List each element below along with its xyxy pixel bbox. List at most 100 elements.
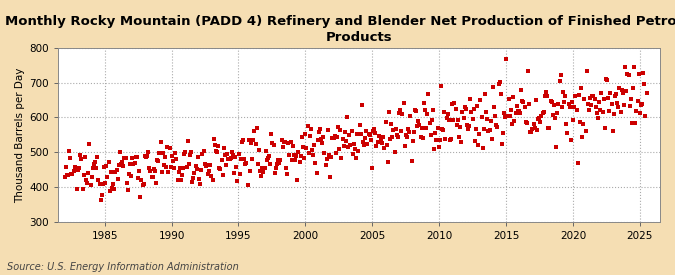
Point	[151, 181, 161, 186]
Point	[142, 153, 153, 158]
Point	[80, 178, 91, 183]
Point	[363, 132, 374, 137]
Point	[256, 174, 267, 178]
Point	[637, 102, 647, 106]
Point	[507, 121, 518, 126]
Point	[249, 128, 260, 133]
Point	[157, 150, 168, 155]
Point	[571, 108, 582, 112]
Point	[298, 144, 308, 149]
Point	[448, 118, 459, 122]
Point	[500, 114, 511, 119]
Point	[595, 108, 605, 112]
Point	[604, 109, 615, 113]
Point	[632, 98, 643, 103]
Point	[494, 79, 505, 84]
Point	[187, 180, 198, 184]
Point	[402, 135, 412, 139]
Point	[207, 178, 218, 182]
Point	[63, 148, 74, 153]
Point	[511, 104, 522, 108]
Point	[236, 139, 247, 144]
Point	[254, 169, 265, 173]
Point	[254, 148, 265, 152]
Point	[132, 176, 143, 180]
Point	[438, 128, 449, 132]
Point	[371, 144, 382, 148]
Point	[78, 172, 89, 177]
Point	[593, 116, 603, 120]
Point	[264, 154, 275, 158]
Point	[342, 115, 352, 119]
Y-axis label: Thousand Barrels per Day: Thousand Barrels per Day	[15, 67, 25, 202]
Point	[88, 162, 99, 166]
Point	[614, 86, 625, 90]
Point	[267, 141, 278, 145]
Point	[212, 150, 223, 154]
Point	[467, 117, 478, 121]
Point	[492, 125, 503, 129]
Point	[608, 129, 618, 133]
Point	[584, 108, 595, 112]
Point	[333, 147, 344, 151]
Point	[466, 109, 477, 114]
Point	[126, 174, 136, 178]
Point	[315, 126, 325, 131]
Point	[360, 136, 371, 140]
Point	[59, 175, 70, 179]
Point	[189, 170, 200, 175]
Point	[620, 65, 630, 70]
Point	[277, 144, 288, 149]
Point	[240, 162, 250, 166]
Point	[585, 95, 595, 100]
Point	[379, 145, 389, 150]
Point	[345, 143, 356, 147]
Point	[458, 116, 469, 120]
Point	[87, 166, 98, 170]
Point	[577, 134, 588, 139]
Point	[140, 155, 151, 160]
Point	[522, 69, 533, 73]
Point	[634, 111, 645, 115]
Point	[108, 182, 119, 186]
Point	[204, 169, 215, 174]
Point	[144, 166, 155, 170]
Point	[613, 105, 624, 109]
Point	[440, 137, 451, 141]
Point	[196, 168, 207, 173]
Point	[353, 149, 364, 154]
Point	[265, 161, 275, 166]
Point	[633, 72, 644, 76]
Point	[184, 153, 195, 157]
Point	[415, 135, 426, 139]
Point	[202, 172, 213, 176]
Point	[422, 112, 433, 116]
Point	[568, 118, 578, 122]
Point	[229, 171, 240, 175]
Point	[380, 119, 391, 124]
Point	[241, 161, 252, 165]
Point	[393, 134, 404, 139]
Point	[167, 154, 178, 158]
Point	[127, 155, 138, 160]
Point	[67, 172, 78, 176]
Point	[198, 149, 209, 153]
Point	[258, 169, 269, 174]
Point	[75, 153, 86, 158]
Point	[435, 84, 446, 88]
Point	[328, 136, 339, 141]
Point	[219, 153, 230, 157]
Point	[209, 143, 220, 147]
Point	[356, 103, 367, 108]
Point	[394, 111, 404, 115]
Point	[591, 105, 601, 109]
Point	[320, 163, 331, 168]
Point	[336, 156, 347, 160]
Point	[365, 138, 376, 142]
Point	[581, 68, 592, 73]
Point	[601, 78, 612, 83]
Point	[549, 103, 560, 108]
Point	[181, 164, 192, 169]
Point	[594, 100, 605, 104]
Point	[521, 121, 532, 125]
